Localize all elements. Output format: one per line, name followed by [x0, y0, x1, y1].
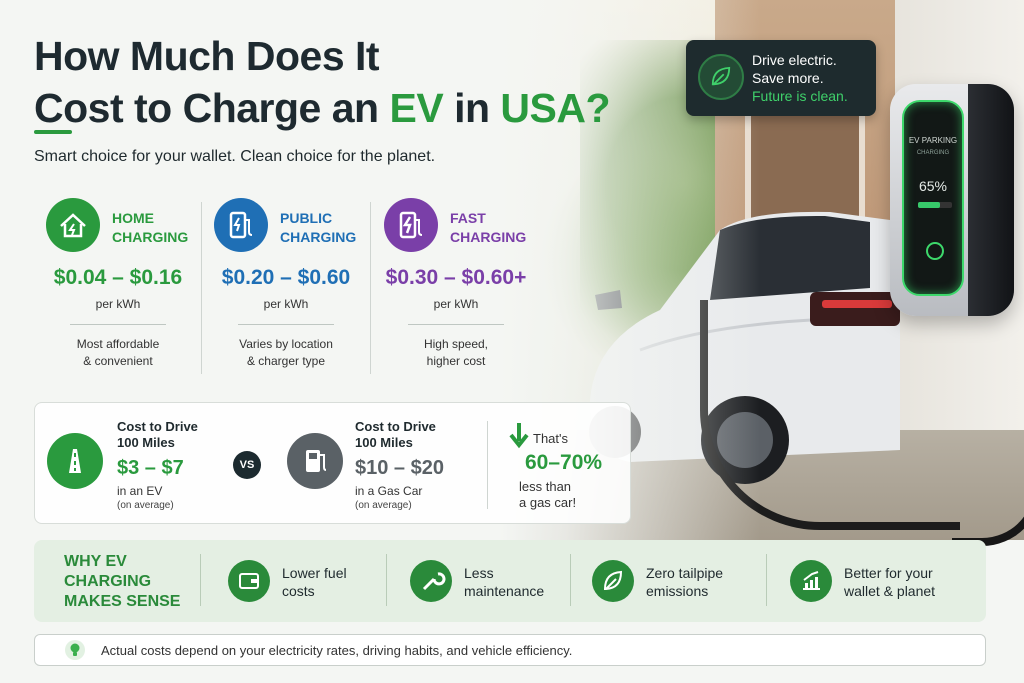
- leaf-icon: [926, 242, 944, 260]
- divider: [70, 324, 166, 325]
- ev-cost-sub: in an EV: [117, 484, 163, 498]
- title-ev: EV: [389, 85, 444, 131]
- public-note-2: & charger type: [246, 354, 326, 368]
- benefit-4-line-2: wallet & planet: [844, 583, 936, 599]
- benefit-2-line-2: maintenance: [464, 583, 545, 599]
- fast-charging-icon: [384, 198, 438, 252]
- ev-title-2: 100 Miles: [117, 435, 175, 450]
- home-price: $0.04 – $0.16: [53, 266, 183, 289]
- slogan-line-2: Save more.: [752, 70, 824, 86]
- why-ev-panel: WHY EV CHARGING MAKES SENSE Lower fuel co…: [34, 540, 986, 622]
- title-line-1: How Much Does It: [34, 33, 380, 79]
- slogan-line-1: Drive electric.: [752, 52, 837, 68]
- charging-station-icon: [214, 198, 268, 252]
- divider: [487, 421, 488, 509]
- public-unit: per kWh: [263, 297, 309, 311]
- public-note-1: Varies by location: [239, 337, 333, 351]
- divider: [201, 202, 202, 374]
- home-note-1: Most affordable: [76, 337, 160, 351]
- divider: [408, 324, 504, 325]
- savings-thats: That's: [533, 431, 568, 446]
- public-label-2: CHARGING: [280, 229, 357, 245]
- fast-label-1: FAST: [450, 210, 486, 226]
- wallet-icon: [228, 560, 270, 602]
- home-note-2: & convenient: [83, 354, 153, 368]
- ev-title-1: Cost to Drive: [117, 419, 198, 434]
- savings-less-1: less than: [519, 479, 572, 494]
- why-head-3: MAKES SENSE: [64, 593, 181, 610]
- home-charging-card: HOME CHARGING $0.04 – $0.16 per kWh Most …: [34, 198, 202, 378]
- wall-charger: EV PARKING CHARGING 65%: [890, 84, 1014, 316]
- charger-screen-title: EV PARKING: [908, 136, 958, 145]
- lightbulb-icon: [65, 640, 85, 660]
- divider: [200, 554, 201, 606]
- title-usa: USA?: [500, 85, 611, 131]
- savings-less-2: a gas car!: [519, 495, 577, 510]
- wrench-icon: [410, 560, 452, 602]
- disclaimer-text: Actual costs depend on your electricity …: [101, 643, 573, 658]
- divider: [238, 324, 334, 325]
- gas-pump-icon: [287, 433, 343, 489]
- benefit-4-line-1: Better for your: [844, 565, 933, 581]
- charger-screen: EV PARKING CHARGING 65%: [902, 100, 964, 296]
- page-title: How Much Does It Cost to Charge an EV in…: [34, 30, 611, 134]
- divider: [570, 554, 571, 606]
- public-charging-card: PUBLIC CHARGING $0.20 – $0.60 per kWh Var…: [202, 198, 370, 378]
- gas-title-2: 100 Miles: [355, 435, 413, 450]
- gas-cost-value: $10 – $20: [355, 457, 444, 479]
- ev-cost-sub2: (on average): [117, 500, 174, 511]
- gas-title-1: Cost to Drive: [355, 419, 436, 434]
- leaf-icon: [592, 560, 634, 602]
- gas-cost-sub2: (on average): [355, 500, 412, 511]
- divider: [370, 202, 371, 374]
- fast-note-1: High speed,: [423, 337, 489, 351]
- chart-up-icon: [790, 560, 832, 602]
- fast-charging-card: FAST CHARGING $0.30 – $0.60+ per kWh High…: [372, 198, 540, 378]
- fast-label-2: CHARGING: [450, 229, 527, 245]
- benefit-3-line-2: emissions: [646, 583, 709, 599]
- public-price: $0.20 – $0.60: [221, 266, 351, 289]
- gas-cost-sub: in a Gas Car: [355, 484, 423, 498]
- fast-unit: per kWh: [433, 297, 479, 311]
- fast-note-2: higher cost: [426, 354, 486, 368]
- subtitle: Smart choice for your wallet. Clean choi…: [34, 148, 436, 165]
- charge-percent: 65%: [918, 178, 948, 194]
- benefit-3-line-1: Zero tailpipe: [646, 565, 724, 581]
- title-underline: [34, 130, 72, 134]
- savings-percent: 60–70%: [525, 451, 603, 474]
- home-icon: [46, 198, 100, 252]
- why-head-1: WHY EV: [64, 553, 127, 570]
- charger-cord: [952, 316, 1024, 546]
- vs-badge: VS: [233, 451, 261, 479]
- fast-price: $0.30 – $0.60+: [385, 266, 527, 289]
- leaf-icon: [698, 54, 744, 100]
- home-label-1: HOME: [112, 210, 154, 226]
- disclaimer-bar: Actual costs depend on your electricity …: [34, 634, 986, 666]
- public-label-1: PUBLIC: [280, 210, 333, 226]
- home-unit: per kWh: [95, 297, 141, 311]
- ev-cost-value: $3 – $7: [117, 457, 184, 479]
- benefit-1-line-2: costs: [282, 583, 315, 599]
- divider: [386, 554, 387, 606]
- slogan-line-3: Future is clean.: [752, 88, 848, 104]
- charge-progress-bar: [918, 202, 952, 208]
- benefit-2-line-1: Less: [464, 565, 494, 581]
- charger-screen-sub: CHARGING: [916, 150, 950, 156]
- title-line-2: Cost to Charge an EV in USA?: [34, 85, 611, 131]
- slogan-badge: Drive electric. Save more. Future is cle…: [686, 40, 876, 116]
- arrow-down-icon: [509, 423, 529, 449]
- cost-comparison-panel: Cost to Drive 100 Miles $3 – $7 in an EV …: [34, 402, 631, 524]
- road-icon: [47, 433, 103, 489]
- home-label-2: CHARGING: [112, 229, 189, 245]
- benefit-1-line-1: Lower fuel: [282, 565, 347, 581]
- divider: [766, 554, 767, 606]
- why-head-2: CHARGING: [64, 573, 152, 590]
